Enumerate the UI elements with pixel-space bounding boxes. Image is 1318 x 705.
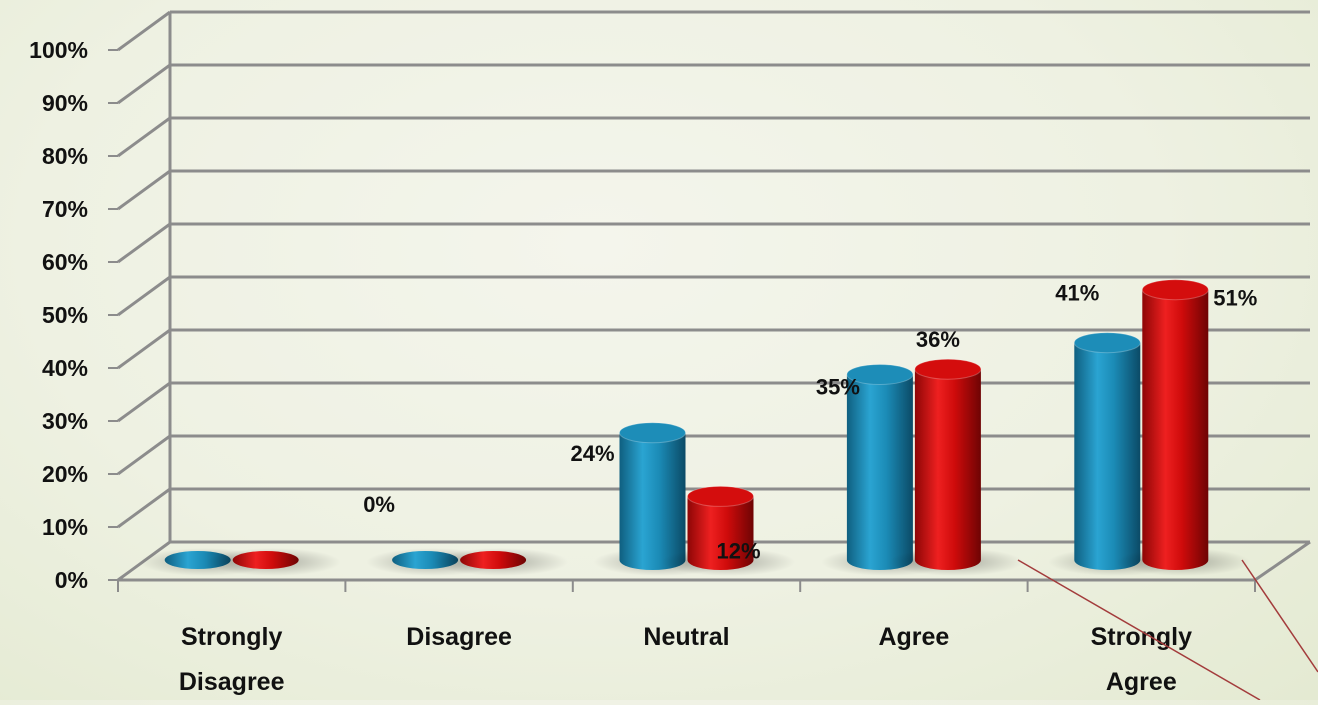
x-category-label: Agree bbox=[878, 623, 949, 651]
leader-lines bbox=[1017, 559, 1318, 701]
y-tick-label: 100% bbox=[29, 37, 88, 63]
x-category-label: Strongly bbox=[1091, 623, 1192, 651]
y-axis-ticks: 0% 10% 20% 30% 40% 50% 60% 70% 80% 90% 100% bbox=[29, 37, 88, 593]
data-label: 12% bbox=[716, 538, 760, 563]
y-tick-label: 30% bbox=[42, 408, 88, 434]
bar-top bbox=[846, 364, 914, 385]
y-tick-label: 0% bbox=[55, 567, 88, 593]
bar bbox=[206, 548, 341, 576]
bar-top bbox=[232, 551, 299, 569]
y-tick-label: 10% bbox=[42, 514, 88, 540]
data-label: 24% bbox=[570, 441, 614, 466]
bar bbox=[434, 548, 569, 576]
x-axis-categories: Strongly Disagree Disagree Neutral Agree Stro… bbox=[179, 623, 1192, 696]
floor-right-edge bbox=[1254, 540, 1311, 582]
bar-body bbox=[619, 432, 686, 570]
x-category-label: Disagree bbox=[406, 623, 512, 651]
bar bbox=[1116, 279, 1251, 576]
gridline-side bbox=[117, 328, 171, 370]
data-labels: 24% 12% 35% 36% 41% 51% 0% bbox=[363, 281, 1257, 564]
gridline-side bbox=[117, 487, 171, 529]
bar bbox=[661, 485, 796, 576]
y-tick-label: 40% bbox=[42, 355, 88, 381]
gridline-side bbox=[117, 63, 171, 105]
bar-body bbox=[687, 496, 754, 570]
x-category-label: Agree bbox=[1106, 668, 1177, 696]
data-label: 0% bbox=[363, 492, 395, 517]
bar-body bbox=[914, 369, 981, 570]
data-label: 36% bbox=[916, 327, 960, 352]
gridline-side bbox=[117, 434, 171, 476]
gridline-side bbox=[117, 381, 171, 423]
bar-top bbox=[1073, 332, 1141, 354]
y-tick-label: 60% bbox=[42, 249, 88, 275]
bar-top bbox=[460, 551, 527, 569]
bar-top bbox=[687, 485, 754, 507]
gridline-side bbox=[117, 222, 171, 264]
bar-top bbox=[1141, 279, 1209, 301]
y-tick-label: 90% bbox=[42, 90, 88, 116]
leader-line bbox=[1241, 559, 1318, 673]
bars bbox=[138, 279, 1251, 576]
x-category-label: Neutral bbox=[643, 623, 729, 651]
y-tick-label: 80% bbox=[42, 143, 88, 169]
data-label: 35% bbox=[816, 375, 860, 400]
bar-body bbox=[846, 374, 913, 570]
bar-top bbox=[619, 422, 686, 444]
bar-body bbox=[1142, 289, 1209, 570]
gridline-side bbox=[117, 116, 171, 158]
leader-line bbox=[1017, 559, 1261, 701]
gridline-side bbox=[117, 169, 171, 211]
bar-top bbox=[914, 358, 982, 380]
x-category-label: Disagree bbox=[179, 668, 285, 696]
y-tick-label: 50% bbox=[42, 302, 88, 328]
data-label: 41% bbox=[1055, 281, 1099, 306]
gridline-side bbox=[117, 275, 171, 317]
x-category-label: Strongly bbox=[181, 623, 282, 651]
data-label: 51% bbox=[1213, 286, 1257, 311]
bar-body bbox=[1074, 342, 1141, 570]
y-tick-label: 70% bbox=[42, 196, 88, 222]
y-tick-label: 20% bbox=[42, 461, 88, 487]
gridline-side bbox=[117, 10, 171, 52]
bar bbox=[888, 358, 1023, 576]
